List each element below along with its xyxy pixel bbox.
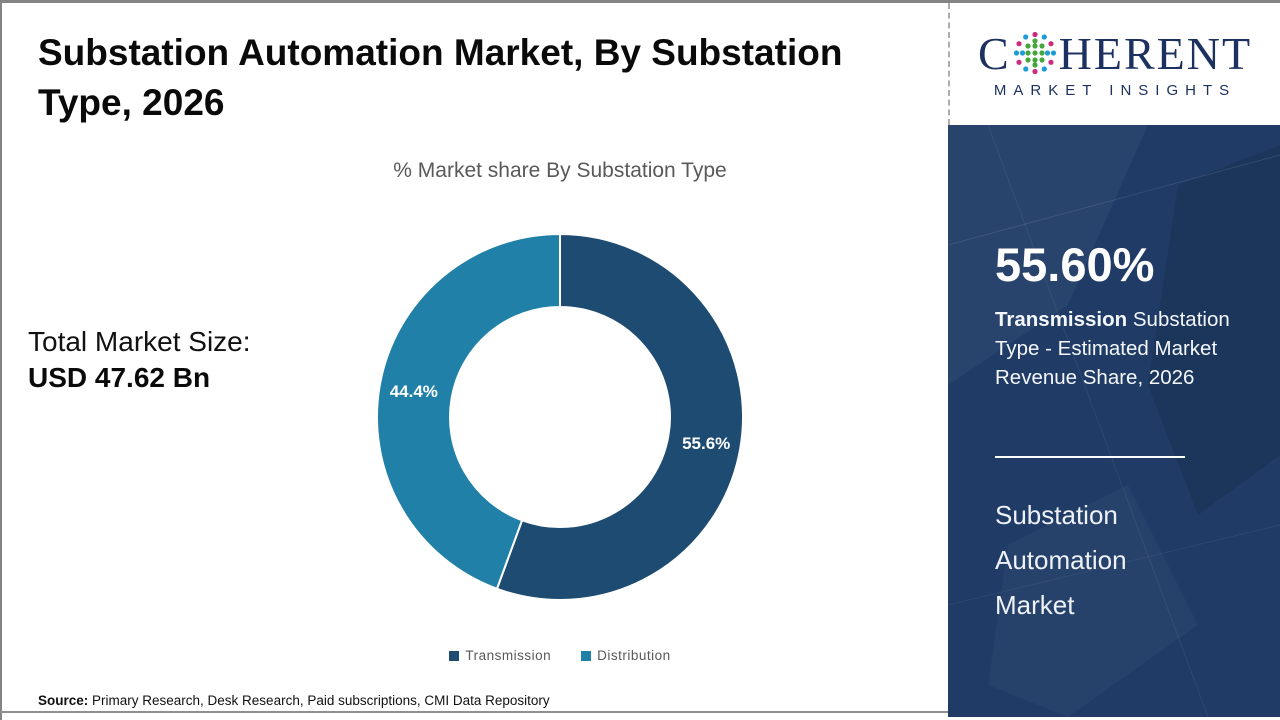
stat-desc-rest: Substation Type - Estimated Market Reven… [995, 308, 1230, 389]
globe-core-dot [1025, 42, 1031, 49]
sidebar-market-name: Substation Automation Market [995, 493, 1127, 628]
globe-core-dot [1039, 49, 1045, 56]
globe-ring-dot [1048, 59, 1054, 65]
globe-core-dot [1039, 42, 1045, 49]
globe-ring-dot [1016, 59, 1022, 65]
stat-desc-segment-name: Transmission [995, 308, 1128, 331]
sidebar-divider [995, 456, 1185, 458]
globe-core-dot [1039, 56, 1045, 63]
globe-core-dot [1032, 42, 1038, 49]
market-name-line-3: Market [995, 590, 1075, 620]
globe-core-dot [1025, 49, 1031, 56]
sidebar-stat-description: Transmission Substation Type - Estimated… [995, 305, 1243, 392]
brand-wordmark: C HERENT [978, 30, 1252, 78]
legend-swatch-transmission [449, 650, 460, 661]
market-name-line-1: Substation [995, 500, 1118, 530]
globe-dots-icon [1013, 31, 1056, 74]
legend-item-distribution: Distribution [581, 648, 671, 663]
globe-side-dot [1019, 49, 1025, 56]
globe-ring-dot [1032, 31, 1038, 37]
globe-ring-dot [1041, 33, 1047, 40]
chart-title: % Market share By Substation Type [393, 159, 727, 182]
globe-ring-dot [1022, 65, 1029, 72]
source-line: Source: Primary Research, Desk Research,… [38, 693, 550, 708]
total-market-size-label: Total Market Size: [28, 326, 251, 357]
source-text: Primary Research, Desk Research, Paid su… [88, 693, 550, 708]
donut-chart-svg: 55.6% 44.4% [375, 232, 744, 601]
globe-core-dot [1032, 61, 1038, 68]
legend-label-transmission: Transmission [465, 648, 552, 663]
donut-chart: 55.6% 44.4% [370, 227, 750, 607]
total-market-size-value: USD 47.62 Bn [28, 362, 211, 393]
globe-core-dot [1032, 49, 1038, 56]
legend-swatch-distribution [581, 650, 592, 661]
globe-ring-dot [1013, 49, 1019, 56]
globe-ring-dot [1032, 68, 1038, 74]
globe-ring-dot [1016, 40, 1022, 46]
globe-ring-dot [1041, 65, 1047, 72]
legend-item-transmission: Transmission [449, 648, 551, 663]
brand-letter-c: C [977, 27, 1011, 79]
chart-legend: Transmission Distribution [330, 648, 790, 663]
slide-left-border [0, 0, 2, 720]
brand-logo-area: C HERENT MARKET INSIGHTS [948, 3, 1280, 125]
slice-label-transmission: 55.6% [682, 434, 730, 453]
globe-ring-dot [1022, 33, 1028, 40]
globe-core-dot [1032, 37, 1038, 44]
content-bottom-rule [0, 711, 948, 713]
sidebar: 55.60% Transmission Substation Type - Es… [948, 125, 1280, 717]
sidebar-stat-value: 55.60% [995, 238, 1155, 291]
donut-slice-distribution [375, 232, 561, 591]
brand-tagline: MARKET INSIGHTS [993, 81, 1237, 99]
slide-top-border [0, 0, 1280, 3]
world-map-texture [948, 125, 1280, 717]
globe-ring-dot [1050, 49, 1056, 56]
legend-label-distribution: Distribution [597, 648, 671, 663]
donut-slice-transmission [495, 232, 744, 601]
slice-label-distribution: 44.4% [390, 382, 438, 401]
source-label: Source: [38, 693, 89, 708]
globe-ring-dot [1048, 40, 1054, 46]
market-name-line-2: Automation [995, 545, 1127, 575]
globe-core-dot [1032, 56, 1038, 63]
brand-letters-herent: HERENT [1058, 27, 1253, 79]
globe-side-dot [1044, 49, 1050, 56]
page-title: Substation Automation Market, By Substat… [38, 32, 843, 123]
globe-core-dot [1025, 56, 1031, 63]
